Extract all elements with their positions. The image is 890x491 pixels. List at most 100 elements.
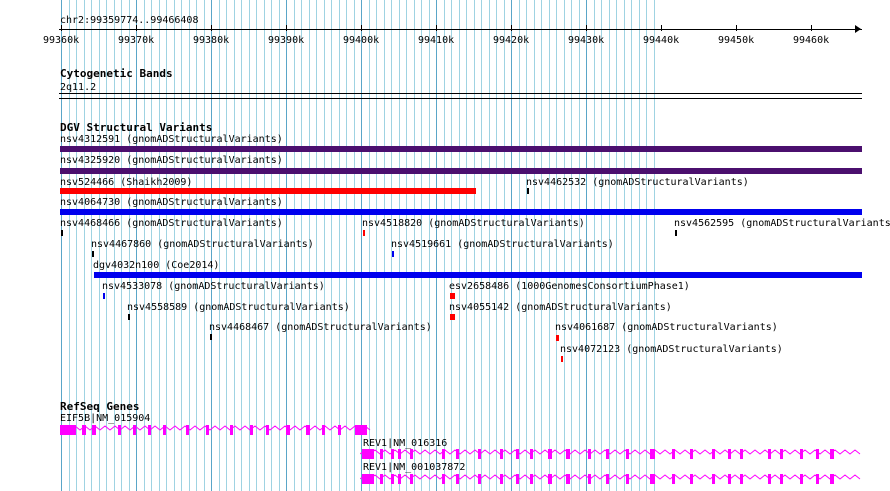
gene-exon[interactable]	[380, 449, 383, 459]
variant-feature[interactable]	[363, 230, 365, 236]
variant-feature[interactable]	[675, 230, 677, 236]
gene-exon[interactable]	[163, 425, 166, 435]
gene-exon[interactable]	[410, 449, 413, 459]
gene-exon[interactable]	[82, 425, 86, 435]
gene-exon[interactable]	[118, 425, 121, 435]
gene-exon[interactable]	[380, 474, 383, 484]
gene-exon[interactable]	[398, 449, 401, 459]
gene-exon[interactable]	[478, 449, 481, 459]
gene-exon[interactable]	[672, 449, 675, 459]
gene-exon[interactable]	[830, 474, 834, 484]
gene-exon[interactable]	[712, 449, 715, 459]
grid-line	[586, 0, 587, 491]
gene-exon[interactable]	[816, 449, 819, 459]
gene-exon[interactable]	[690, 449, 693, 459]
gene-exon[interactable]	[250, 425, 253, 435]
gene-exon[interactable]	[650, 449, 655, 459]
gene-exon[interactable]	[456, 474, 459, 484]
gene-exon[interactable]	[548, 449, 552, 459]
gene-exon[interactable]	[626, 474, 629, 484]
gene-exon[interactable]	[391, 449, 394, 459]
variant-feature[interactable]	[392, 251, 394, 257]
gene-exon[interactable]	[391, 474, 394, 484]
gene-exon[interactable]	[206, 425, 209, 435]
gene-exon[interactable]	[186, 425, 189, 435]
gene-exon[interactable]	[516, 449, 519, 459]
gene-exon[interactable]	[266, 425, 269, 435]
grid-line	[271, 0, 272, 491]
gene-exon[interactable]	[712, 474, 715, 484]
variant-label: nsv4055142 (gnomADStructuralVariants)	[449, 302, 672, 313]
variant-feature[interactable]	[103, 293, 105, 299]
gene-exon[interactable]	[800, 474, 803, 484]
gene-exon[interactable]	[322, 425, 325, 435]
variant-feature[interactable]	[60, 188, 476, 194]
grid-line	[406, 0, 407, 491]
gene-exon[interactable]	[830, 449, 834, 459]
gene-intron-line	[360, 449, 861, 455]
gene-exon[interactable]	[816, 474, 819, 484]
variant-feature[interactable]	[561, 356, 563, 362]
gene-exon[interactable]	[92, 425, 96, 435]
variant-feature[interactable]	[60, 168, 862, 174]
gene-exon[interactable]	[306, 425, 310, 435]
variant-feature[interactable]	[450, 314, 455, 320]
gene-exon[interactable]	[442, 449, 445, 459]
variant-feature[interactable]	[94, 272, 862, 278]
gene-exon[interactable]	[588, 474, 591, 484]
gene-exon[interactable]	[768, 449, 771, 459]
gene-exon[interactable]	[606, 449, 609, 459]
variant-feature[interactable]	[61, 230, 63, 236]
gene-exon[interactable]	[60, 425, 76, 435]
gene-exon[interactable]	[530, 474, 533, 484]
variant-feature[interactable]	[92, 251, 94, 257]
grid-line	[114, 0, 115, 491]
grid-line	[504, 0, 505, 491]
gene-exon[interactable]	[230, 425, 233, 435]
variant-feature[interactable]	[128, 314, 130, 320]
gene-exon[interactable]	[780, 449, 783, 459]
gene-exon[interactable]	[442, 474, 445, 484]
gene-exon[interactable]	[500, 474, 503, 484]
gene-exon[interactable]	[500, 449, 503, 459]
gene-exon[interactable]	[800, 449, 803, 459]
variant-feature[interactable]	[60, 146, 862, 152]
ruler-tick	[811, 25, 812, 31]
ruler-tick	[436, 25, 437, 31]
gene-exon[interactable]	[456, 449, 459, 459]
variant-feature[interactable]	[556, 335, 559, 341]
gene-exon[interactable]	[728, 474, 731, 484]
gene-exon[interactable]	[768, 474, 771, 484]
gene-exon[interactable]	[780, 474, 783, 484]
gene-exon[interactable]	[740, 449, 743, 459]
gene-exon[interactable]	[516, 474, 519, 484]
gene-exon[interactable]	[133, 425, 136, 435]
gene-exon[interactable]	[672, 474, 675, 484]
gene-exon[interactable]	[355, 425, 367, 435]
gene-exon[interactable]	[566, 449, 570, 459]
gene-exon[interactable]	[286, 425, 290, 435]
gene-exon[interactable]	[606, 474, 609, 484]
variant-feature[interactable]	[60, 209, 862, 215]
gene-exon[interactable]	[588, 449, 591, 459]
gene-exon[interactable]	[398, 474, 401, 484]
gene-exon[interactable]	[650, 474, 655, 484]
gene-exon[interactable]	[728, 449, 731, 459]
gene-exon[interactable]	[740, 474, 743, 484]
gene-exon[interactable]	[410, 474, 413, 484]
variant-feature[interactable]	[527, 188, 529, 194]
gene-exon[interactable]	[478, 474, 481, 484]
gene-exon[interactable]	[548, 474, 552, 484]
gene-exon[interactable]	[338, 425, 341, 435]
gene-exon[interactable]	[362, 474, 374, 484]
gene-exon[interactable]	[362, 449, 374, 459]
variant-feature[interactable]	[450, 293, 455, 299]
variant-feature[interactable]	[210, 334, 212, 340]
gene-exon[interactable]	[566, 474, 570, 484]
gene-exon[interactable]	[148, 425, 151, 435]
gene-exon[interactable]	[530, 449, 533, 459]
gene-exon[interactable]	[690, 474, 693, 484]
gene-exon[interactable]	[626, 449, 629, 459]
grid-line	[264, 0, 265, 491]
